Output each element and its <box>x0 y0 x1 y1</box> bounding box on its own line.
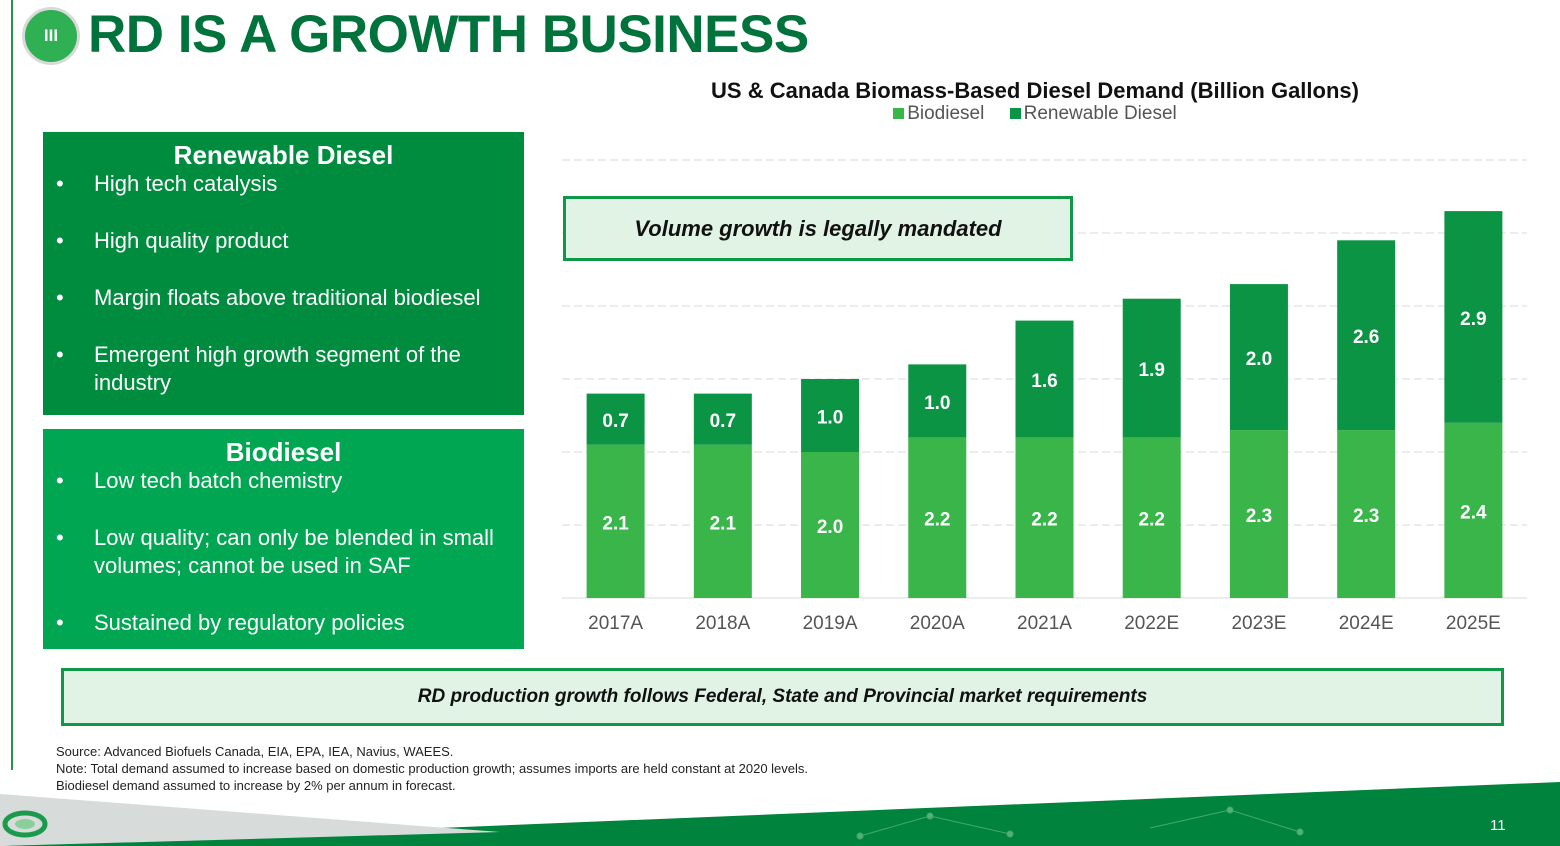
x-tick-label: 2022E <box>1124 613 1179 634</box>
bar-renewable-diesel <box>908 364 967 438</box>
bar-renewable-diesel <box>801 379 860 452</box>
section-badge: III <box>22 7 80 65</box>
page-title: RD IS A GROWTH BUSINESS <box>88 5 809 64</box>
page-number: 11 <box>1490 817 1506 834</box>
biodiesel-panel: Biodiesel Low tech batch chemistry Low q… <box>43 429 524 649</box>
bar-biodiesel <box>693 444 752 598</box>
bar-renewable-diesel <box>1229 284 1288 431</box>
x-tick-label: 2023E <box>1231 613 1286 634</box>
data-label: 2.1 <box>602 513 629 534</box>
x-tick-label: 2024E <box>1339 613 1394 634</box>
note-line: Note: Total demand assumed to increase b… <box>56 761 809 776</box>
note-line: Biodiesel demand assumed to increase by … <box>56 778 456 793</box>
source-notes: Source: Advanced Biofuels Canada, EIA, E… <box>56 743 808 794</box>
bullet-item: High quality product <box>43 227 524 255</box>
chart-title: US & Canada Biomass-Based Diesel Demand … <box>711 78 1359 103</box>
chart-legend: Biodiesel Renewable Diesel <box>560 103 1510 125</box>
data-label: 2.6 <box>1353 327 1379 348</box>
footer-network-pattern <box>856 806 1304 840</box>
panel-title: Biodiesel <box>225 437 342 467</box>
bullet-list: Low tech batch chemistry Low quality; ca… <box>43 467 524 637</box>
bar-renewable-diesel <box>1444 211 1503 423</box>
footer-gray-wedge <box>0 794 500 846</box>
data-label: 1.0 <box>817 408 843 429</box>
bullet-item: High tech catalysis <box>43 170 524 198</box>
bar-biodiesel <box>1444 422 1503 598</box>
bar-renewable-diesel <box>1337 240 1396 431</box>
bullet-list: High tech catalysis High quality product… <box>43 170 524 397</box>
data-label: 2.2 <box>1031 510 1057 531</box>
volume-growth-callout: Volume growth is legally mandated <box>563 196 1073 261</box>
bar-biodiesel <box>1229 430 1288 598</box>
section-number: III <box>43 26 59 45</box>
data-label: 2.2 <box>1139 510 1165 531</box>
left-accent-rule <box>11 0 13 770</box>
legend-swatch <box>893 108 905 119</box>
data-label: 1.9 <box>1139 360 1165 381</box>
bullet-item: Margin floats above traditional biodiese… <box>43 284 524 312</box>
data-label: 2.2 <box>924 510 950 531</box>
data-label: 0.7 <box>710 411 736 432</box>
bar-renewable-diesel <box>586 393 645 445</box>
stacked-bar-chart: 2.1 0.7 2017A 2.1 0.7 2018A 2.0 1.0 2019A 2.2 1.0 2… <box>562 159 1527 634</box>
x-tick-label: 2025E <box>1446 613 1501 634</box>
legend-label: Renewable Diesel <box>1023 103 1177 124</box>
bar-renewable-diesel <box>693 393 752 445</box>
rd-production-callout: RD production growth follows Federal, St… <box>61 668 1504 726</box>
bullet-item: Low quality; can only be blended in smal… <box>43 524 524 580</box>
legend-label: Biodiesel <box>907 103 985 124</box>
bar-biodiesel <box>1337 430 1396 598</box>
bar-renewable-diesel <box>1015 320 1074 438</box>
data-label: 1.6 <box>1031 371 1057 392</box>
legend-item-biodiesel: Biodiesel <box>893 103 984 125</box>
renewable-diesel-panel: Renewable Diesel High tech catalysis Hig… <box>43 132 524 415</box>
bullet-item: Sustained by regulatory policies <box>43 609 524 637</box>
data-label: 0.7 <box>602 411 628 432</box>
source-line: Source: Advanced Biofuels Canada, EIA, E… <box>56 744 454 759</box>
panel-title: Renewable Diesel <box>173 140 394 170</box>
bullet-item: Emergent high growth segment of the indu… <box>43 341 524 397</box>
x-tick-label: 2020A <box>910 613 965 634</box>
recycle-logo-icon <box>2 810 48 838</box>
data-label: 2.3 <box>1353 506 1379 527</box>
legend-swatch <box>1009 108 1021 119</box>
bullet-item: Low tech batch chemistry <box>43 467 524 495</box>
bar-biodiesel <box>908 437 967 598</box>
data-label: 1.0 <box>924 393 950 414</box>
bar-biodiesel <box>1015 437 1074 598</box>
bar-renewable-diesel <box>1122 298 1181 438</box>
data-label: 2.0 <box>1246 349 1272 370</box>
x-tick-label: 2019A <box>803 613 858 634</box>
data-label: 2.0 <box>817 517 843 538</box>
data-label: 2.1 <box>710 513 737 534</box>
x-tick-label: 2018A <box>695 613 750 634</box>
footer-band <box>0 782 1560 846</box>
bar-biodiesel <box>1122 437 1181 598</box>
data-label: 2.4 <box>1460 502 1487 523</box>
bar-biodiesel <box>801 452 860 598</box>
data-label: 2.9 <box>1460 309 1486 330</box>
x-tick-label: 2021A <box>1017 613 1072 634</box>
legend-item-renewable-diesel: Renewable Diesel <box>1009 103 1177 125</box>
data-label: 2.3 <box>1246 506 1272 527</box>
bar-biodiesel <box>586 444 645 598</box>
x-tick-label: 2017A <box>588 613 643 634</box>
